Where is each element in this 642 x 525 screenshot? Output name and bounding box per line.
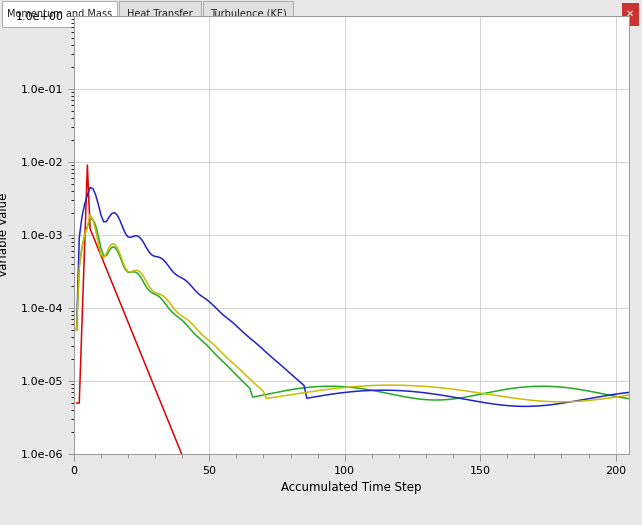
RMS W-Mom (582, 397, 589, 404)
RMS P-Mass (73, 400, 80, 406)
RMS W-Mom (625, 392, 633, 398)
Line: RMS P-Mass: RMS P-Mass (76, 165, 629, 525)
Text: Heat Transfer: Heat Transfer (127, 9, 193, 19)
RMS V-Mom (449, 394, 457, 400)
RMS W-Mom (558, 398, 566, 405)
RMS U-Mom (422, 396, 430, 403)
RMS W-Mom (73, 327, 80, 333)
RMS V-Mom (625, 389, 633, 395)
RMS W-Mom (449, 386, 457, 392)
RMS V-Mom (379, 387, 386, 393)
RMS V-Mom (582, 396, 589, 402)
RMS P-Mass (452, 524, 460, 525)
RMS P-Mass (83, 162, 91, 168)
RMS U-Mom (146, 288, 153, 295)
RMS V-Mom (523, 403, 530, 410)
Y-axis label: Variable Value: Variable Value (0, 193, 10, 277)
RMS P-Mass (582, 524, 589, 525)
Text: Turbulence (KE): Turbulence (KE) (210, 9, 286, 19)
RMS U-Mom (73, 327, 80, 333)
RMS P-Mass (414, 524, 422, 525)
RMS W-Mom (86, 211, 94, 217)
RMS U-Mom (433, 397, 440, 403)
RMS W-Mom (422, 383, 430, 390)
RMS P-Mass (381, 524, 389, 525)
Text: Momentum and Mass: Momentum and Mass (7, 9, 112, 19)
RMS P-Mass (216, 524, 224, 525)
Line: RMS W-Mom: RMS W-Mom (76, 214, 629, 402)
RMS P-Mass (425, 524, 433, 525)
Bar (2, 2, 117, 27)
RMS U-Mom (89, 216, 97, 222)
X-axis label: Accumulated Time Step: Accumulated Time Step (281, 481, 422, 495)
Line: RMS U-Mom: RMS U-Mom (76, 219, 629, 400)
RMS U-Mom (582, 387, 589, 394)
RMS P-Mass (146, 372, 153, 379)
RMS V-Mom (146, 250, 153, 256)
RMS U-Mom (452, 395, 460, 402)
RMS U-Mom (379, 389, 386, 395)
Bar (119, 2, 201, 27)
RMS U-Mom (412, 395, 419, 402)
RMS P-Mass (625, 524, 633, 525)
RMS V-Mom (412, 388, 419, 395)
RMS V-Mom (86, 184, 94, 191)
Bar (203, 2, 293, 27)
RMS V-Mom (73, 327, 80, 333)
RMS V-Mom (422, 390, 430, 396)
RMS W-Mom (412, 383, 419, 389)
RMS W-Mom (146, 284, 153, 290)
RMS W-Mom (379, 382, 386, 388)
Text: ✕: ✕ (626, 9, 634, 19)
Line: RMS V-Mom: RMS V-Mom (76, 187, 629, 406)
RMS U-Mom (625, 395, 633, 402)
Bar (622, 3, 639, 26)
